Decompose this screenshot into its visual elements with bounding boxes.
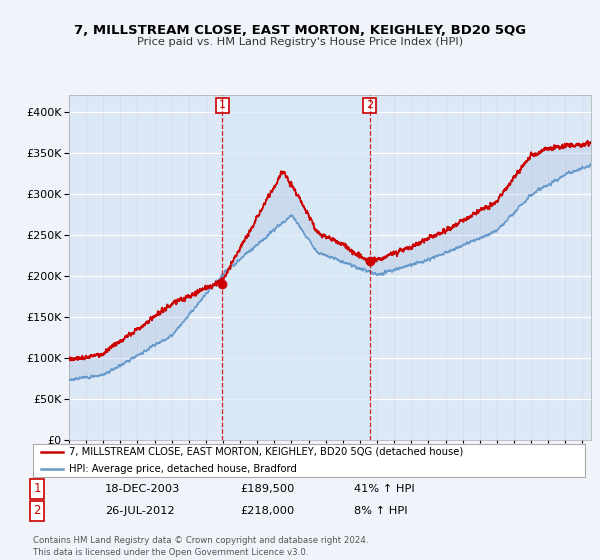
- Text: 2: 2: [34, 504, 41, 517]
- Text: 26-JUL-2012: 26-JUL-2012: [105, 506, 175, 516]
- Text: 1: 1: [219, 100, 226, 110]
- Text: £189,500: £189,500: [240, 484, 295, 494]
- Text: 2: 2: [366, 100, 373, 110]
- Text: £218,000: £218,000: [240, 506, 294, 516]
- Text: 1: 1: [34, 482, 41, 496]
- Text: HPI: Average price, detached house, Bradford: HPI: Average price, detached house, Brad…: [69, 464, 297, 474]
- Text: 41% ↑ HPI: 41% ↑ HPI: [354, 484, 415, 494]
- Text: Price paid vs. HM Land Registry's House Price Index (HPI): Price paid vs. HM Land Registry's House …: [137, 37, 463, 47]
- Text: 18-DEC-2003: 18-DEC-2003: [105, 484, 181, 494]
- Bar: [223, 95, 370, 440]
- Text: 7, MILLSTREAM CLOSE, EAST MORTON, KEIGHLEY, BD20 5QG (detached house): 7, MILLSTREAM CLOSE, EAST MORTON, KEIGHL…: [69, 447, 463, 457]
- Text: Contains HM Land Registry data © Crown copyright and database right 2024.
This d: Contains HM Land Registry data © Crown c…: [33, 536, 368, 557]
- Text: 7, MILLSTREAM CLOSE, EAST MORTON, KEIGHLEY, BD20 5QG: 7, MILLSTREAM CLOSE, EAST MORTON, KEIGHL…: [74, 24, 526, 36]
- Text: 8% ↑ HPI: 8% ↑ HPI: [354, 506, 407, 516]
